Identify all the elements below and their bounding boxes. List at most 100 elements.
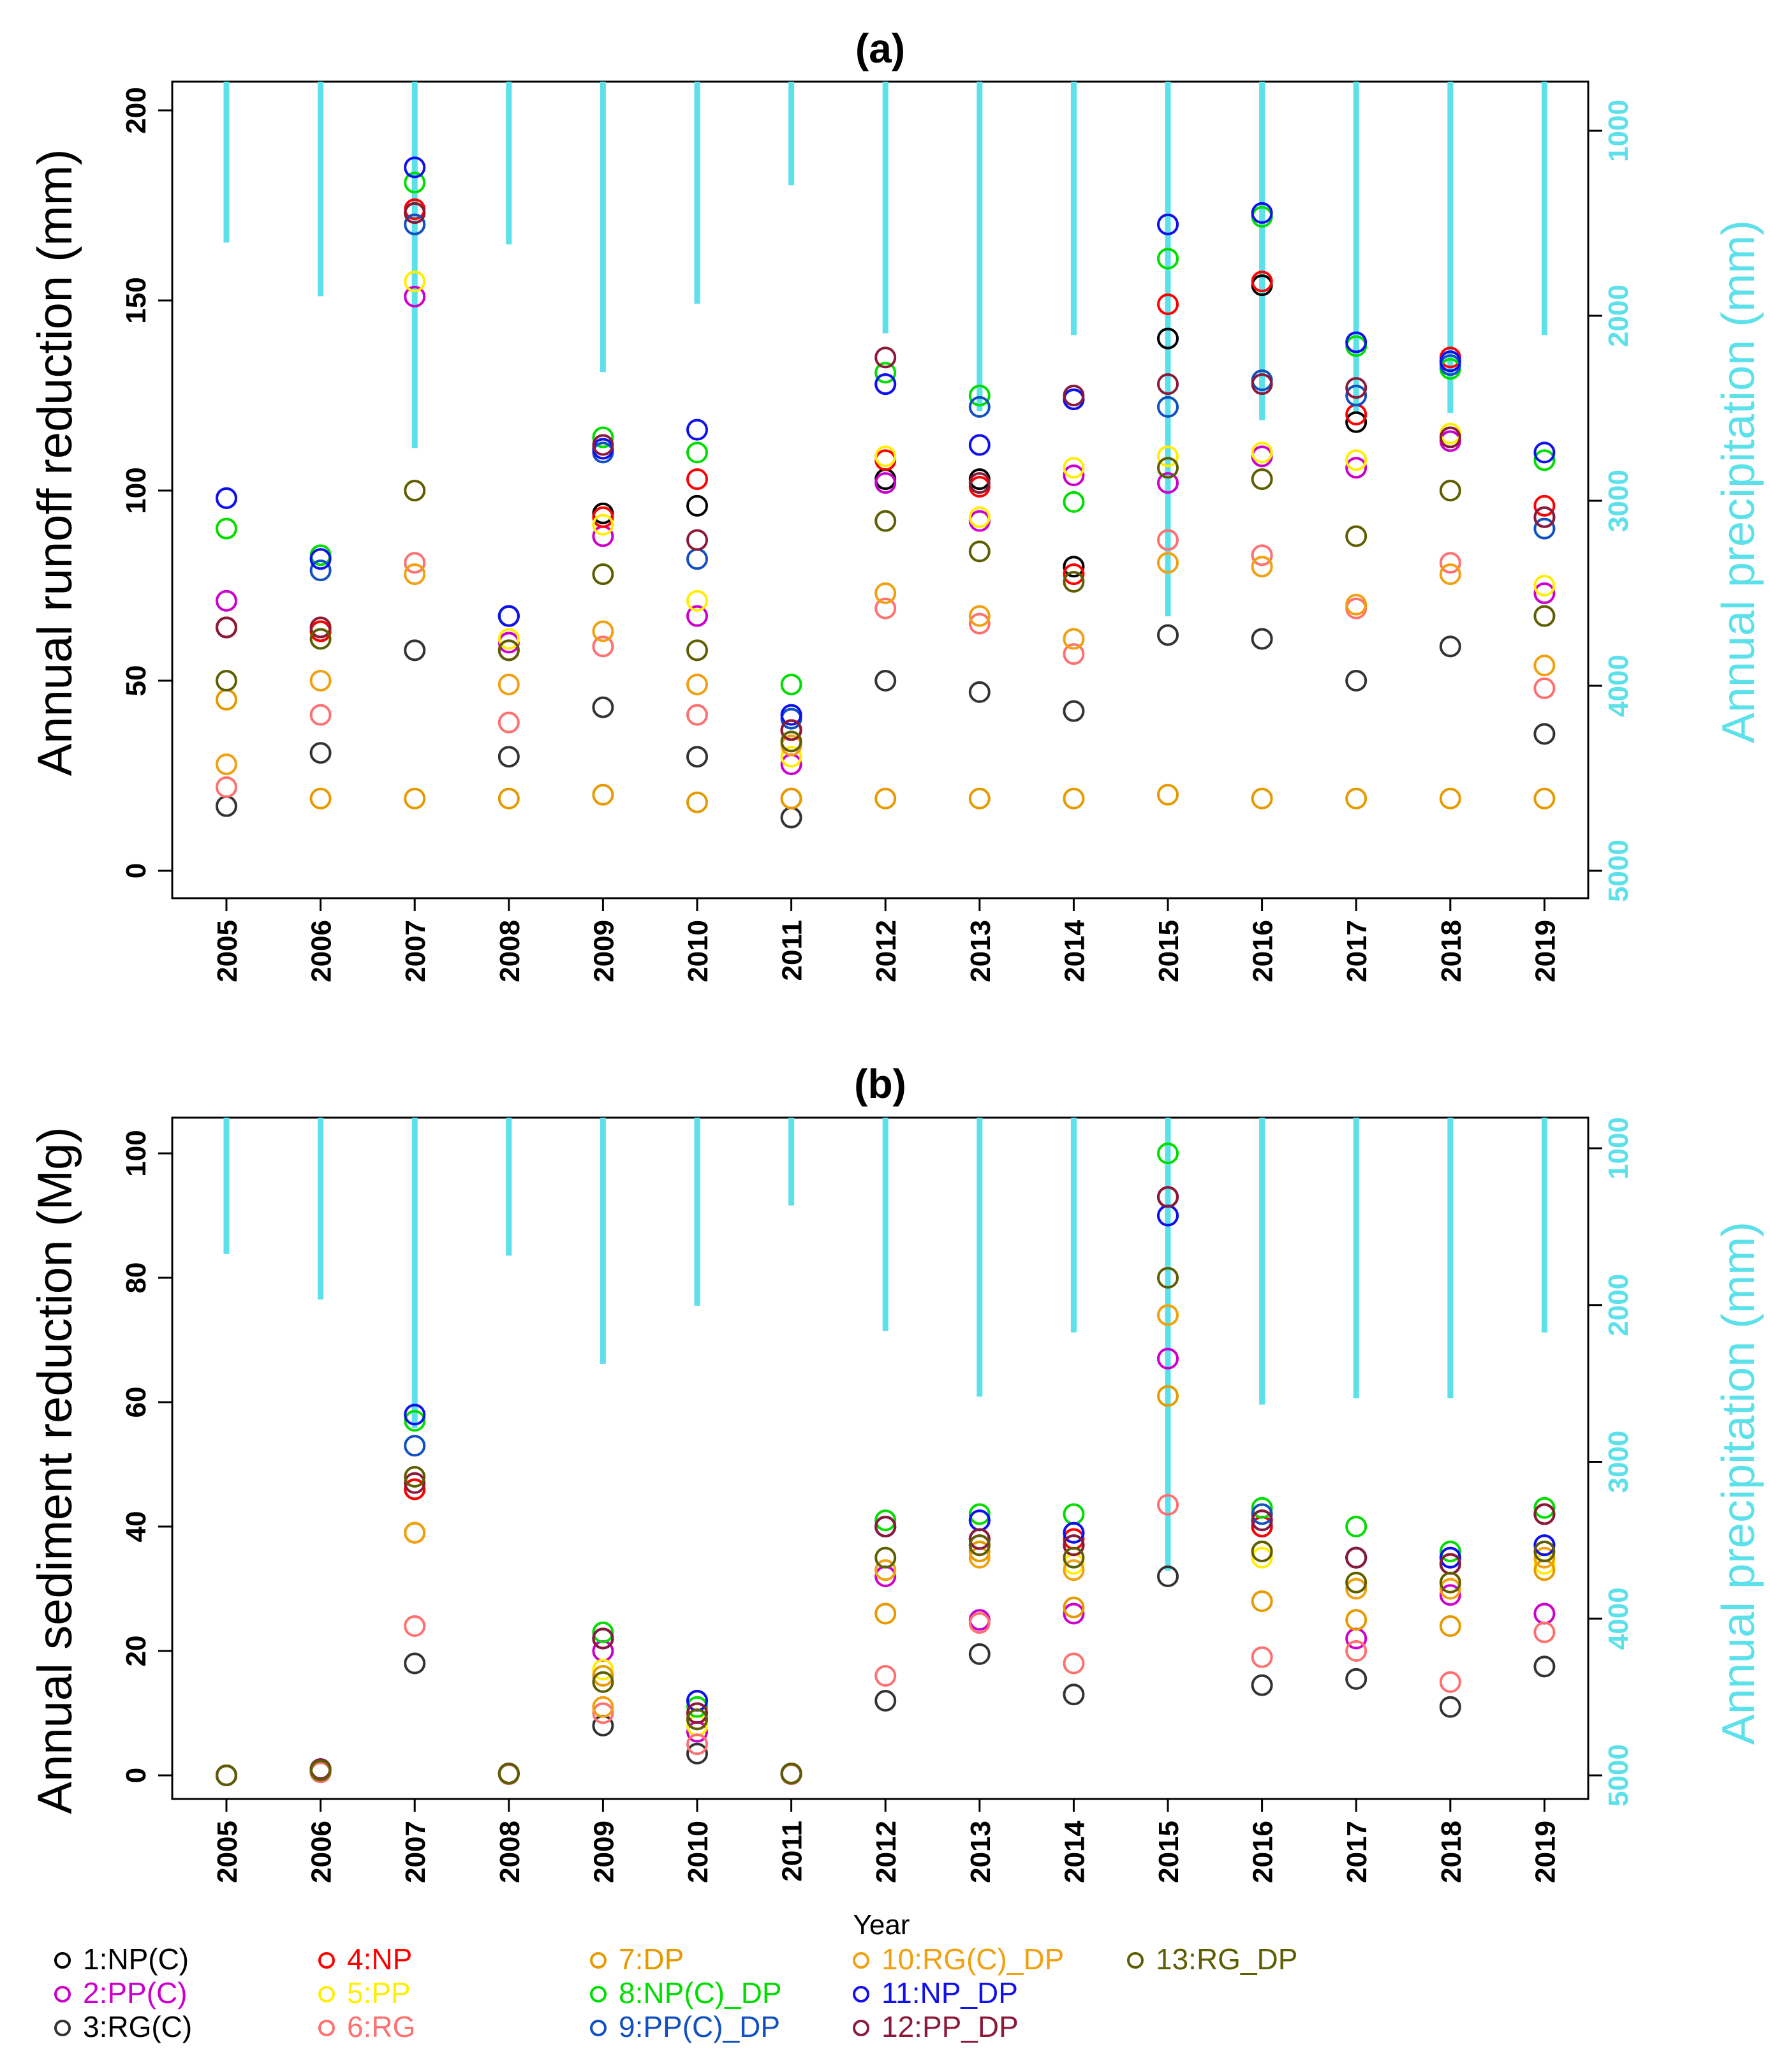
- panel-a-point-5: [1157, 445, 1179, 468]
- panel-a-point-13: [1063, 571, 1085, 593]
- panel-a-point-4: [1251, 270, 1273, 293]
- panel-a-point-8: [968, 385, 991, 406]
- panel-b-point-8: [1157, 1143, 1179, 1164]
- panel-b-point-10: [1533, 1546, 1556, 1569]
- panel-b-point-6: [404, 1615, 426, 1637]
- panel-a-point-7: [1251, 787, 1273, 810]
- panel-a: (a) Annual runoff reduction (mm) Annual …: [28, 26, 1764, 982]
- panel-b-x-tick-label: 2010: [682, 1821, 714, 1883]
- legend-item: 1:NP(C): [54, 1943, 189, 1976]
- panel-a-point-3: [780, 806, 802, 829]
- panel-a-point-3: [1439, 635, 1461, 658]
- panel-b-point-7: [968, 1541, 991, 1562]
- panel-b-point-6: [968, 1612, 991, 1634]
- panel-a-point-13: [404, 480, 426, 501]
- legend-marker: [590, 1952, 607, 1969]
- panel-b-point-8: [1439, 1541, 1461, 1562]
- panel-b-point-2: [1157, 1347, 1179, 1370]
- panel-b-point-11: [1063, 1521, 1085, 1544]
- panel-b-point-8: [968, 1503, 991, 1525]
- panel-b-y2-tick-label: 1000: [1603, 1117, 1634, 1180]
- legend-label: 5:PP: [347, 1976, 411, 2009]
- panel-b-y2-tick-label: 5000: [1603, 1744, 1634, 1807]
- panel-a-point-13: [1251, 468, 1273, 491]
- panel-b-point-8: [1063, 1503, 1085, 1525]
- legend-label: 3:RG(C): [83, 2010, 192, 2043]
- panel-a-point-12: [1439, 426, 1461, 448]
- panel-b-point-7: [1439, 1615, 1461, 1637]
- panel-a-point-7: [1063, 787, 1085, 810]
- panel-a-point-2: [1345, 457, 1368, 479]
- panel-a-point-5: [1251, 441, 1273, 464]
- panel-a-point-8: [874, 362, 897, 384]
- panel-b-point-13: [1345, 1571, 1368, 1594]
- panel-a-point-7: [686, 791, 708, 813]
- panel-b-point-9: [1251, 1503, 1273, 1525]
- legend-item: 9:PP(C)_DP: [590, 2010, 780, 2043]
- legend-marker: [318, 1952, 335, 1969]
- panel-a-point-10: [216, 753, 237, 776]
- panel-b-point-8: [686, 1696, 708, 1718]
- legend-marker: [318, 1986, 335, 2002]
- panel-a-point-7: [780, 787, 802, 810]
- panel-a-point-7: [592, 783, 614, 806]
- panel-a-y2-tick-label: 1000: [1603, 100, 1634, 162]
- panel-b-point-12: [592, 1627, 614, 1650]
- panel-a-point-11: [1251, 202, 1273, 224]
- panel-b-x-tick-label: 2013: [965, 1821, 996, 1883]
- panel-b-point-7: [874, 1602, 897, 1625]
- panel-b-y-tick-label: 80: [121, 1262, 152, 1294]
- panel-b-point-10: [1345, 1578, 1368, 1600]
- panel-b-point-13: [498, 1763, 520, 1785]
- panel-b-point-12: [686, 1702, 708, 1724]
- panel-b-x-tick-label: 2016: [1248, 1821, 1279, 1883]
- panel-b-point-12: [1157, 1186, 1179, 1208]
- panel-a-point-13: [874, 510, 897, 532]
- panel-a-point-2: [404, 286, 426, 308]
- legend-marker: [853, 1952, 869, 1969]
- panel-b-y2-axis-label: Annual precipitation (mm): [1713, 1222, 1764, 1745]
- panel-b-x-tick-label: 2017: [1341, 1821, 1373, 1883]
- panel-a-point-7: [1157, 783, 1179, 806]
- panel-a-point-12: [1251, 373, 1273, 396]
- panel-a-point-5: [874, 445, 897, 468]
- panel-b-x-tick-label: 2012: [871, 1821, 902, 1883]
- legend-marker: [318, 2020, 335, 2036]
- panel-b-point-6: [1251, 1646, 1273, 1668]
- panel-b-point-3: [1439, 1696, 1461, 1718]
- panel-a-point-3: [1251, 628, 1273, 650]
- panel-a-point-8: [1063, 491, 1085, 513]
- panel-a-point-10: [1157, 552, 1179, 574]
- panel-b-point-10: [1157, 1304, 1179, 1326]
- panel-b-point-12: [874, 1516, 897, 1537]
- panel-a-point-3: [216, 795, 237, 817]
- panel-b-point-4: [404, 1478, 426, 1500]
- panel-a-y-tick-label: 50: [121, 665, 152, 697]
- panel-b-y-axis-label: Annual sediment reduction (Mg): [28, 1127, 82, 1814]
- panel-a-point-6: [1063, 643, 1085, 665]
- panel-a-point-7: [404, 787, 426, 810]
- legend-item: 6:RG: [318, 2010, 415, 2043]
- legend-marker: [590, 1986, 607, 2002]
- panel-a-point-2: [1157, 472, 1179, 494]
- panel-a-point-11: [1345, 331, 1368, 353]
- legend-label: 9:PP(C)_DP: [619, 2010, 780, 2043]
- panel-a-point-4: [686, 468, 708, 491]
- panel-a-point-13: [1533, 605, 1556, 627]
- panel-b-point-12: [1533, 1503, 1556, 1525]
- panel-b-point-3: [686, 1742, 708, 1765]
- panel-b: (b) Annual sediment reduction (Mg) Annua…: [28, 1061, 1764, 1941]
- panel-b-point-12: [968, 1528, 991, 1550]
- panel-b-point-13: [874, 1546, 897, 1569]
- panel-a-point-12: [686, 529, 708, 551]
- panel-a-point-12: [404, 202, 426, 224]
- panel-a-point-8: [592, 426, 614, 448]
- panel-a-point-11: [686, 418, 708, 441]
- panel-a-point-11: [216, 487, 237, 509]
- panel-b-point-7: [1157, 1385, 1179, 1407]
- panel-a-x-tick-label: 2017: [1341, 920, 1373, 982]
- panel-a-point-5: [404, 270, 426, 293]
- panel-a-point-10: [1251, 556, 1273, 578]
- panel-a-x-tick-label: 2008: [494, 920, 526, 982]
- panel-b-y-tick-label: 0: [121, 1768, 152, 1783]
